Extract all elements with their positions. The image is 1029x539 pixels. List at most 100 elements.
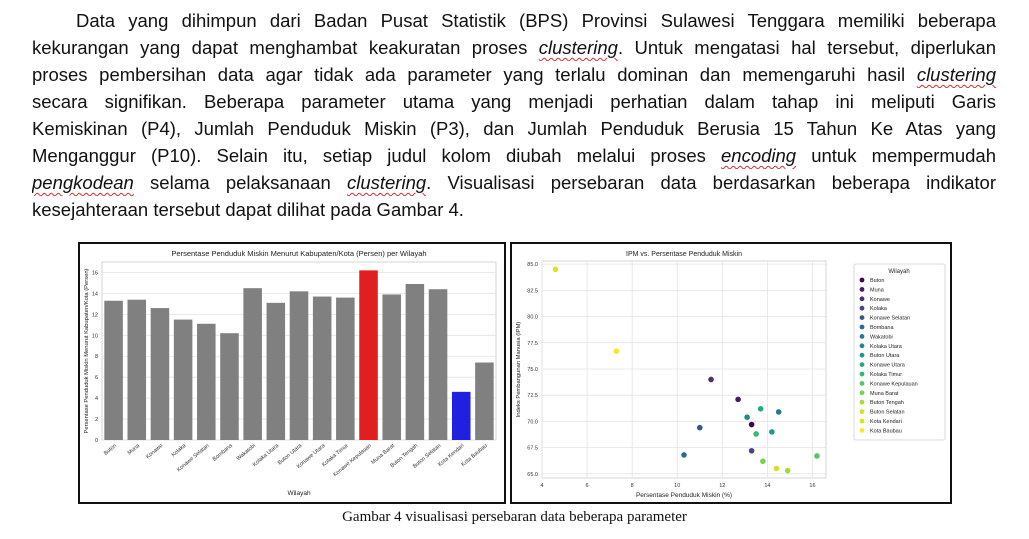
legend-label: Buton Utara [870,353,900,359]
bar-kolaka [173,319,193,440]
legend-swatch [859,296,865,302]
text-run: Data yang dihimpun dari Badan Pusat Stat… [76,10,996,31]
bar-bombana [220,333,239,440]
legend-swatch [859,324,865,330]
x-tick-label: Konawe [145,443,164,460]
bar-buton-selatan [428,289,448,440]
italic-term: clustering [916,64,996,85]
legend-label: Konawe Utara [870,363,906,369]
legend-label: Kota Kendari [870,419,902,425]
legend-label: Kolaka Utara [870,344,903,350]
legend-title: Wilayah [888,269,909,275]
x-tick-label: 8 [631,483,634,489]
y-tick-label: 67.5 [527,446,538,452]
y-axis-label: Indeks Pembangunan Manusia (IPM) [516,322,522,418]
x-tick-label: Kolaka [171,442,188,458]
legend-label: Buton Tengah [870,400,904,406]
bar-buton [104,300,123,440]
legend-swatch [859,352,865,358]
x-tick-label: 14 [764,483,770,489]
point-konawe [708,376,714,383]
bar-konawe [150,308,170,440]
paragraph-line: pengkodean selama pelaksanaan clustering… [32,169,996,196]
legend-frame [853,263,946,441]
x-tick-label: 6 [586,483,589,489]
point-bombana [681,452,687,458]
x-tick-label: Bombana [212,442,235,462]
text-run: kesejahteraan tersebut dapat dilihat pad… [32,199,464,220]
bar-buton-utara [289,291,309,440]
figure-4: 0 2 4 6 8 10 12 14 16 Buton Muna Konawe Kolaka Konawe… [78,242,952,506]
scatter-chart-panel: 65.0 67.5 70.0 72.5 75.0 77.5 80.0 82.5 85.0 4 6 8 1… [510,242,952,504]
legend-swatch [859,315,865,320]
y-tick-label: 70.0 [527,419,538,425]
x-tick-label: Wakatobi [236,443,257,462]
italic-term: encoding [721,145,797,166]
legend-swatch [859,371,865,377]
x-tick-label: Muna [127,442,142,456]
point-konawe-utara [757,406,764,412]
legend-swatch [859,334,865,339]
y-tick-label: 65.0 [527,472,538,478]
x-axis-label: Persentase Penduduk Miskin (%) [636,492,732,499]
bar-kolaka-utara [266,302,286,440]
bar-chart-panel: 0 2 4 6 8 10 12 14 16 Buton Muna Konawe Kolaka Konawe… [78,242,506,504]
legend-label: Kolaka Timur [870,372,902,378]
legend-swatch [859,343,865,349]
point-kolaka [748,447,755,454]
legend-swatch [859,418,865,424]
legend-label: Kolaka [870,306,888,312]
x-tick-label: 16 [809,483,815,489]
x-tick-label: Kolaka Utara [252,442,281,468]
bar-kolaka-timur [336,297,355,440]
legend-label: Buton Selatan [870,410,905,416]
figure-caption: Gambar 4 visualisasi persebaran data beb… [342,509,687,525]
point-konawe-selatan [696,424,703,431]
y-tick-label: 6 [95,375,98,381]
y-tick-label: 82.5 [527,288,538,294]
y-tick-label: 12 [92,312,98,318]
legend-swatch [859,390,865,396]
y-tick-label: 4 [95,396,98,402]
chart-title: Persentase Penduduk Miskin Menurut Kabup… [171,249,426,258]
italic-term: pengkodean [32,172,134,193]
italic-term: clustering [538,37,618,58]
legend-swatch [859,362,865,367]
y-tick-label: 80.0 [527,315,538,321]
y-tick-label: 72.5 [527,393,538,399]
legend-label: Konawe Kepulauan [870,381,918,387]
plot-area [541,260,827,479]
text-run: . Untuk mengatasi hal tersebut, diperluk… [617,37,996,58]
y-tick-label: 0 [95,438,98,444]
paragraph-line: proses pembersihan data agar tidak ada p… [32,61,996,88]
italic-term: clustering [346,172,427,193]
legend-swatch [859,428,865,433]
paragraph-line: Kemiskinan (P4), Jumlah Penduduk Miskin … [32,115,996,142]
legend-label: Muna Barat [870,391,899,397]
bar-konawe-utara [312,296,332,440]
point-konawe-kepulauan [814,453,820,459]
legend-swatch [859,287,865,292]
point-buton-utara [769,429,775,435]
paragraph-line: secara signifikan. Beberapa parameter ut… [32,88,996,115]
legend: Wilayah Buton Muna Konawe Kolaka Konawe Selat… [853,263,946,441]
point-buton-tengah [784,467,791,474]
text-run: Kemiskinan (P4), Jumlah Penduduk Miskin … [32,118,996,139]
y-tick-label: 14 [92,291,98,297]
point-kota-kendari [552,266,559,273]
point-muna [735,396,741,403]
point-kolaka-utara [744,414,750,420]
legend-label: Konawe Selatan [870,316,910,322]
x-tick-label: 10 [674,483,680,489]
legend-swatch [859,277,865,283]
text-run: secara signifikan. Beberapa parameter ut… [32,91,996,112]
x-axis-label: Wilayah [287,490,311,497]
point-wakatobi [775,409,782,415]
legend-label: Kota Baubau [870,428,902,434]
y-tick-label: 8 [95,354,98,360]
bar-konawe-kepulauan [359,270,378,440]
point-buton [748,421,755,428]
text-run: . Visualisasi persebaran data berdasarka… [426,172,996,193]
y-tick-label: 10 [92,333,98,339]
y-tick-label: 75.0 [527,367,538,373]
